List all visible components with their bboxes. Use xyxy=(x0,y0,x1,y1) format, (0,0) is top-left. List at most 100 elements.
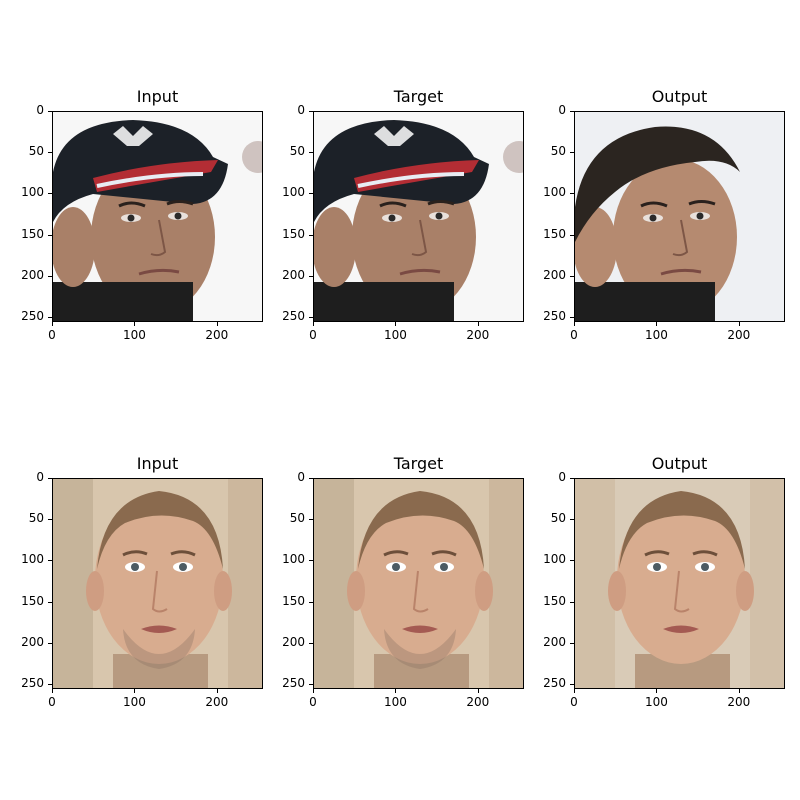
y-tick-mark xyxy=(570,684,574,686)
x-tick-label: 0 xyxy=(570,328,578,342)
y-tick-mark xyxy=(309,642,313,644)
y-tick-label: 150 xyxy=(21,593,44,608)
y-tick-label: 250 xyxy=(282,676,305,691)
panel-title: Target xyxy=(393,87,444,106)
y-tick-label: 250 xyxy=(21,309,44,324)
y-tick-mark xyxy=(570,111,574,112)
y-tick-label: 150 xyxy=(21,226,44,241)
y-tick-mark xyxy=(570,560,574,562)
y-tick-mark xyxy=(570,601,574,603)
x-tick-mark xyxy=(134,322,136,326)
x-tick-label: 100 xyxy=(122,328,146,342)
panel-title: Output xyxy=(651,87,708,106)
y-tick-label: 200 xyxy=(543,634,566,649)
x-tick-mark xyxy=(313,322,314,326)
x-tick-mark xyxy=(216,322,218,326)
y-tick-mark xyxy=(48,684,52,686)
x-tick-mark xyxy=(738,322,740,326)
x-tick-mark xyxy=(477,689,479,693)
x-tick-label: 100 xyxy=(383,328,407,342)
y-tick-label: 150 xyxy=(282,593,305,608)
y-tick-label: 100 xyxy=(21,185,44,200)
x-tick-label: 100 xyxy=(644,695,668,709)
y-tick-mark xyxy=(570,275,574,277)
x-tick-label: 100 xyxy=(383,695,407,709)
y-tick-mark xyxy=(48,111,52,112)
y-tick-label: 50 xyxy=(289,511,305,526)
y-tick-mark xyxy=(309,684,313,686)
y-tick-label: 0 xyxy=(36,103,44,117)
y-tick-label: 0 xyxy=(36,470,44,484)
y-tick-mark xyxy=(570,317,574,319)
y-tick-mark xyxy=(48,601,52,603)
y-tick-mark xyxy=(309,275,313,277)
y-tick-label: 50 xyxy=(550,511,566,526)
x-tick-mark xyxy=(395,689,397,693)
x-tick-mark xyxy=(477,322,479,326)
y-tick-label: 200 xyxy=(282,267,305,282)
panel-title: Input xyxy=(136,454,179,473)
x-tick-mark xyxy=(52,322,53,326)
y-tick-mark xyxy=(570,152,574,154)
x-tick-mark xyxy=(656,689,658,693)
y-tick-label: 250 xyxy=(21,676,44,691)
y-tick-mark xyxy=(309,519,313,521)
x-tick-mark xyxy=(52,689,53,693)
y-tick-label: 150 xyxy=(282,226,305,241)
y-tick-label: 100 xyxy=(543,185,566,200)
y-tick-mark xyxy=(570,193,574,195)
y-tick-label: 50 xyxy=(28,144,44,159)
y-tick-mark xyxy=(309,111,313,112)
panel-title: Target xyxy=(393,454,444,473)
x-tick-label: 200 xyxy=(466,695,490,709)
x-tick-mark xyxy=(738,689,740,693)
panel-title: Output xyxy=(651,454,708,473)
y-tick-label: 100 xyxy=(543,552,566,567)
y-tick-mark xyxy=(309,193,313,195)
x-tick-label: 0 xyxy=(309,695,317,709)
x-tick-mark xyxy=(313,689,314,693)
panel-image-target xyxy=(313,111,524,322)
y-tick-mark xyxy=(48,560,52,562)
y-tick-label: 50 xyxy=(289,144,305,159)
y-tick-mark xyxy=(309,560,313,562)
x-tick-mark xyxy=(574,322,575,326)
y-tick-mark xyxy=(48,275,52,277)
x-tick-label: 200 xyxy=(727,695,751,709)
y-tick-mark xyxy=(48,234,52,236)
y-tick-label: 200 xyxy=(543,267,566,282)
panel-image-input xyxy=(52,111,263,322)
y-tick-label: 0 xyxy=(297,470,305,484)
y-tick-mark xyxy=(48,642,52,644)
y-tick-mark xyxy=(309,152,313,154)
y-tick-mark xyxy=(309,601,313,603)
y-tick-mark xyxy=(48,193,52,195)
y-tick-label: 50 xyxy=(28,511,44,526)
y-tick-mark xyxy=(309,478,313,479)
panel-image-output xyxy=(574,111,785,322)
x-tick-label: 100 xyxy=(122,695,146,709)
panel-image-input xyxy=(52,478,263,689)
x-tick-label: 200 xyxy=(205,328,229,342)
y-tick-label: 0 xyxy=(558,470,566,484)
y-tick-label: 50 xyxy=(550,144,566,159)
y-tick-label: 100 xyxy=(282,552,305,567)
y-tick-label: 250 xyxy=(543,676,566,691)
y-tick-mark xyxy=(570,642,574,644)
x-tick-mark xyxy=(656,322,658,326)
x-tick-label: 0 xyxy=(48,695,56,709)
y-tick-label: 100 xyxy=(21,552,44,567)
y-tick-mark xyxy=(309,234,313,236)
x-tick-mark xyxy=(395,322,397,326)
y-tick-mark xyxy=(570,234,574,236)
y-tick-label: 0 xyxy=(558,103,566,117)
y-tick-mark xyxy=(48,519,52,521)
y-tick-label: 0 xyxy=(297,103,305,117)
x-tick-label: 0 xyxy=(570,695,578,709)
x-tick-mark xyxy=(216,689,218,693)
x-tick-label: 0 xyxy=(48,328,56,342)
y-tick-mark xyxy=(309,317,313,319)
x-tick-mark xyxy=(574,689,575,693)
y-tick-mark xyxy=(48,478,52,479)
y-tick-mark xyxy=(48,152,52,154)
